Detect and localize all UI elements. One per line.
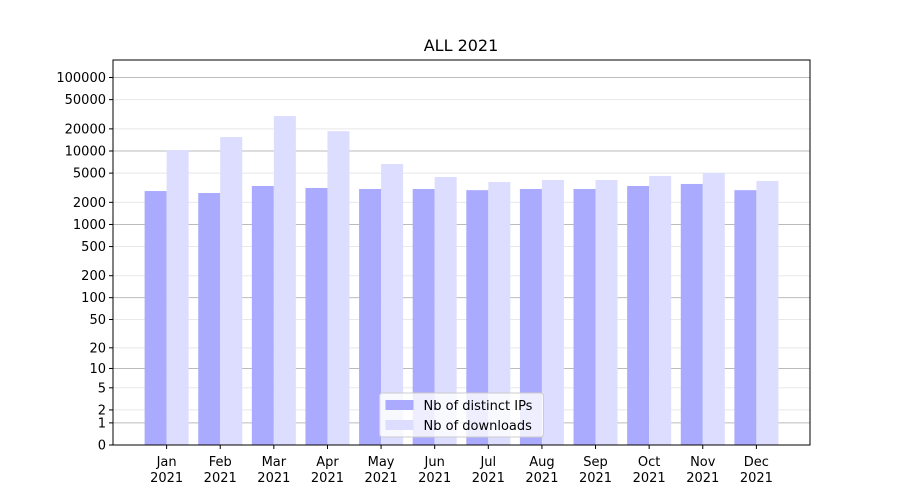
bar [166, 150, 189, 446]
x-tick-label: Dec 2021 [740, 455, 773, 486]
x-tick-label: Oct 2021 [633, 455, 666, 486]
bar [680, 183, 703, 445]
y-tick-label: 50 [89, 313, 106, 328]
x-tick-label: Feb 2021 [204, 455, 237, 486]
bar [702, 172, 725, 445]
bar [434, 176, 457, 445]
plot-frame [112, 59, 811, 446]
x-tick-label: Aug 2021 [525, 455, 558, 486]
bar [756, 180, 779, 446]
bar [220, 137, 243, 446]
bar [466, 190, 489, 445]
y-tick-label: 500 [81, 240, 106, 255]
bar [734, 190, 757, 445]
legend-swatch [385, 420, 414, 430]
y-tick-label: 50000 [65, 93, 106, 108]
bar [251, 185, 274, 445]
y-tick-label: 5000 [73, 167, 106, 182]
x-tick-label: Jun 2021 [418, 455, 451, 486]
y-tick-label: 0 [98, 439, 106, 454]
bar [595, 179, 618, 445]
bar [327, 131, 350, 446]
bar [573, 188, 596, 445]
chart-title: ALL 2021 [424, 36, 499, 55]
y-tick-label: 1000 [73, 218, 106, 233]
y-tick-label: 2 [98, 403, 106, 418]
x-tick-label: Apr 2021 [311, 455, 344, 486]
x-tick-label: Sep 2021 [579, 455, 612, 486]
x-tick-label: May 2021 [365, 455, 398, 486]
bar [412, 188, 435, 445]
bar [649, 175, 672, 445]
y-tick-label: 20 [89, 341, 106, 356]
x-tick-label: Jan 2021 [150, 455, 183, 486]
legend-label: Nb of distinct IPs [424, 399, 533, 414]
bar [144, 191, 167, 445]
bar [519, 188, 542, 445]
y-tick-label: 20000 [65, 122, 106, 137]
x-tick-label: Mar 2021 [257, 455, 290, 486]
x-tick-label: Jul 2021 [472, 455, 505, 486]
y-tick-label: 200 [81, 269, 106, 284]
bar [627, 185, 650, 445]
y-tick-label: 100000 [56, 71, 106, 86]
legend-box [379, 392, 544, 438]
legend-swatch [385, 400, 414, 410]
bar [381, 164, 404, 445]
y-tick-label: 1 [98, 416, 106, 431]
y-tick-label: 10000 [65, 144, 106, 159]
bar [273, 116, 296, 445]
bar [359, 188, 382, 445]
x-tick-label: Nov 2021 [686, 455, 719, 486]
y-tick-label: 10 [89, 362, 106, 377]
y-tick-label: 100 [81, 291, 106, 306]
bar [541, 179, 564, 445]
bar [305, 187, 328, 445]
y-tick-label: 5 [98, 381, 106, 396]
legend-label: Nb of downloads [424, 419, 533, 434]
bar [198, 193, 221, 445]
y-tick-label: 2000 [73, 196, 106, 211]
bar [488, 181, 511, 445]
